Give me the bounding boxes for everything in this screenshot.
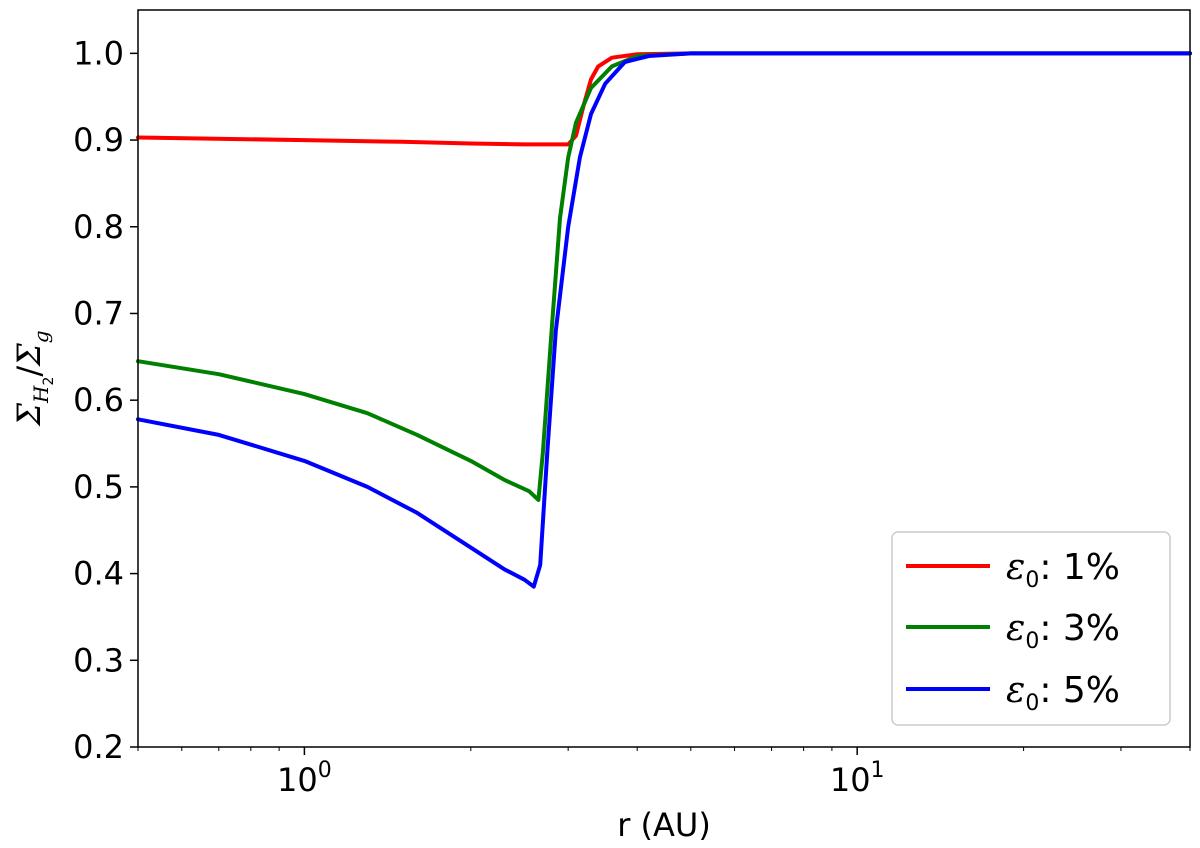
- y-label-subsub: 2: [41, 377, 57, 386]
- y-tick-label: 0.3: [73, 641, 124, 679]
- legend: ε0: 1% ε0: 3% ε0: 5%: [891, 531, 1171, 726]
- y-tick-label: 0.9: [73, 121, 124, 159]
- y-tick-label: 1.0: [73, 34, 124, 72]
- plot-frame: [137, 9, 1191, 748]
- legend-label-1: ε0: 1%: [1006, 547, 1120, 593]
- y-axis-ticks: 0.2 0.3 0.4 0.5 0.6 0.7 0.8 0.9 1.0: [73, 34, 138, 766]
- x-axis-ticks: 100 101: [137, 747, 1191, 799]
- y-label-sub: H: [29, 385, 53, 404]
- x-tick-label: 100: [277, 758, 332, 799]
- y-tick-label: 0.2: [73, 728, 124, 766]
- y-tick-label: 0.6: [73, 381, 124, 419]
- y-label-sigma: Σ: [10, 403, 48, 427]
- series-line-1: [136, 51, 1192, 147]
- x-axis-label: r (AU): [617, 806, 711, 844]
- legend-box: [891, 531, 1171, 726]
- legend-entry-3: ε0: 5%: [906, 670, 1120, 716]
- series-layer: [136, 51, 1192, 589]
- y-tick-label: 0.5: [73, 468, 124, 506]
- y-label-slash: /: [10, 366, 48, 377]
- y-tick-label: 0.8: [73, 208, 124, 246]
- y-label-sigma2: Σ: [10, 343, 48, 367]
- y-axis-label: ΣH2/Σg: [10, 330, 57, 426]
- y-tick-label: 0.4: [73, 555, 124, 593]
- y-tick-label: 0.7: [73, 294, 124, 332]
- legend-label-3: ε0: 5%: [1006, 670, 1120, 716]
- legend-entry-2: ε0: 3%: [906, 608, 1120, 654]
- legend-entry-1: ε0: 1%: [906, 547, 1120, 593]
- series-line-2: [136, 51, 1192, 502]
- y-label-sub2: g: [29, 330, 53, 343]
- legend-label-2: ε0: 3%: [1006, 608, 1120, 654]
- x-tick-label: 101: [830, 758, 885, 799]
- series-line-3: [136, 51, 1192, 589]
